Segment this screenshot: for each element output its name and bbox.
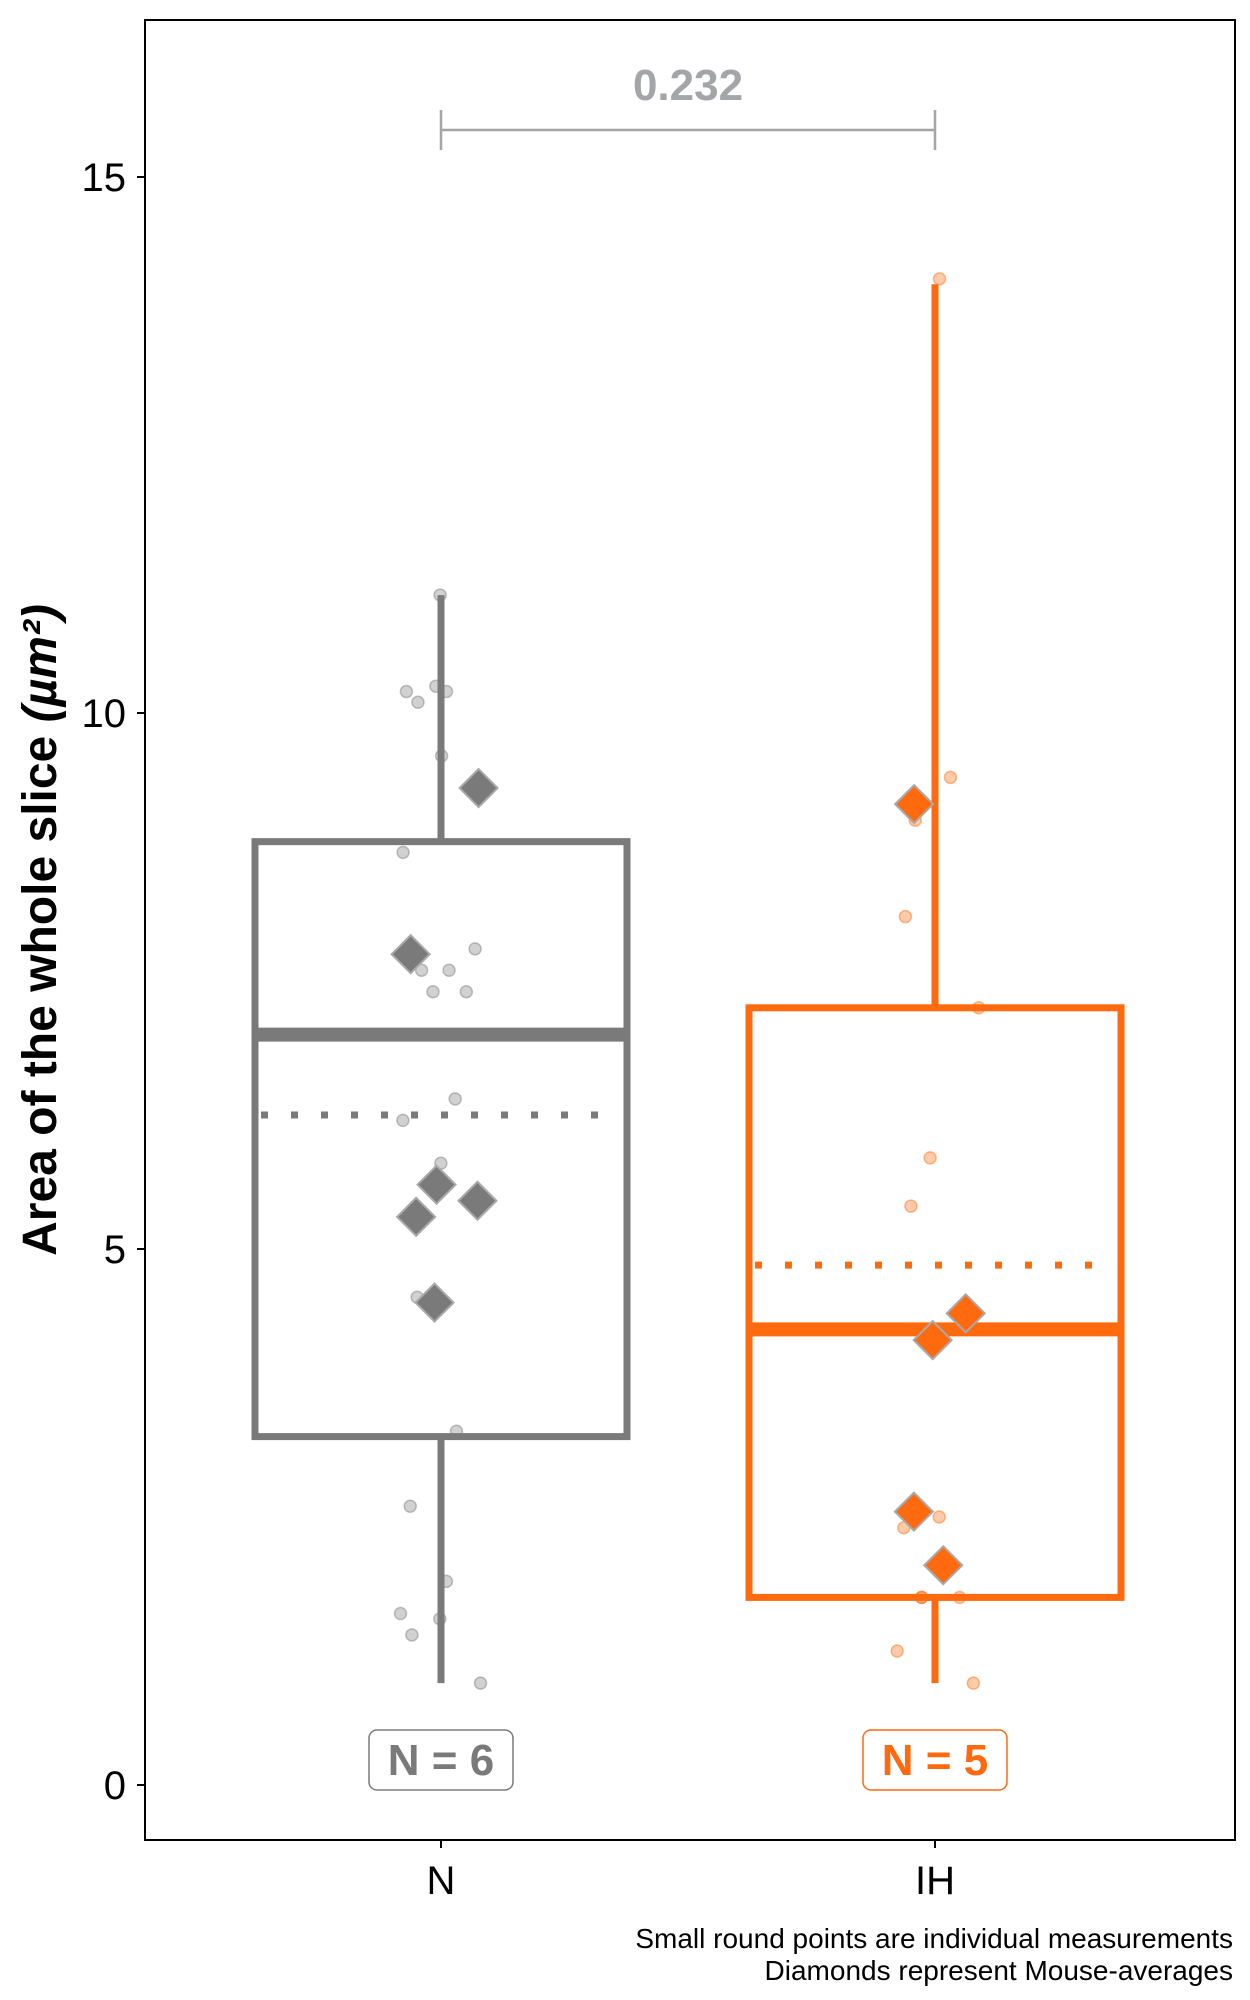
measurement-point [943,770,958,785]
mouse-average-diamond [395,1196,437,1238]
measurement-point [426,984,440,999]
mouse-average-diamond [416,1164,457,1206]
y-tick-label: 0 [104,1764,126,1808]
mouse-average-diamond [457,1180,498,1222]
measurement-point [433,588,447,602]
n-label-box [862,1729,1008,1791]
measurement-point [473,1676,488,1690]
measurement-point [914,1590,929,1605]
measurement-point [414,963,429,978]
measurement-point [932,1510,946,1524]
n-label: N = 5 [862,1729,1008,1791]
mouse-average-diamond [414,1282,455,1324]
measurement-point [952,1590,967,1605]
x-tick-label: IH [915,1859,955,1903]
measurement-point [932,272,947,286]
x-tick-label: N [427,1859,456,1903]
plot-panel-border [144,19,1236,1841]
measurement-point [923,1151,937,1165]
measurement-point [396,845,410,860]
measurement-point [898,909,913,924]
measurement-point [405,1628,419,1642]
mouse-average-diamond [945,1292,987,1334]
box [745,1004,1125,1601]
y-axis-label: Area of the whole slice (µm²) [14,604,67,1256]
measurement-point [439,684,454,699]
measurement-point [914,1590,929,1605]
measurement-point [439,1574,454,1589]
measurement-point [468,942,482,956]
n-label-box [368,1729,514,1791]
measurement-point [966,1676,981,1690]
box [251,838,631,1441]
x-axis-labels: N IH [427,1840,955,1903]
n-label: N = 6 [368,1729,514,1791]
mouse-average-diamond [893,783,935,825]
mouse-average-diamond [458,767,500,809]
mouse-average-diamond [922,1544,964,1586]
measurement-point [449,1424,464,1438]
group-ih: N = 5 [745,272,1125,1791]
measurement-point [411,695,425,710]
box-groups: N = 6 N = 5 [251,272,1125,1791]
p-value-label: 0.232 [633,61,743,110]
n-label-text: N = 6 [388,1736,494,1785]
measurement-point [399,684,414,699]
measurement-point [434,749,449,763]
group-n: N = 6 [251,588,631,1791]
measurement-point [403,1499,417,1514]
significance-bracket: 0.232 [439,61,937,150]
mouse-average-diamond [390,933,432,975]
measurement-point [448,1092,462,1106]
measurement-point [442,963,456,978]
measurement-point [971,1001,986,1015]
caption: Small round points are individual measur… [635,1923,1233,1986]
caption-line: Small round points are individual measur… [635,1923,1233,1954]
y-axis: 0 5 10 15 [82,156,145,1808]
measurement-point [433,1612,447,1626]
measurement-point [393,1606,408,1621]
measurement-point [396,1113,410,1128]
measurement-point [904,1199,918,1213]
measurement-point [429,679,443,693]
n-label-text: N = 5 [882,1736,988,1785]
mouse-average-diamond [893,1491,935,1533]
y-axis-label-text: Area of the whole slice [14,722,67,1255]
y-tick-label: 15 [82,156,127,200]
measurement-point [459,984,474,999]
y-axis-label-unit: (µm²) [14,604,67,722]
measurement-point [890,1644,904,1658]
caption-line: Diamonds represent Mouse-averages [765,1955,1233,1986]
y-tick-label: 5 [104,1228,126,1272]
mouse-average-diamond [912,1319,954,1361]
y-tick-label: 10 [82,692,127,736]
